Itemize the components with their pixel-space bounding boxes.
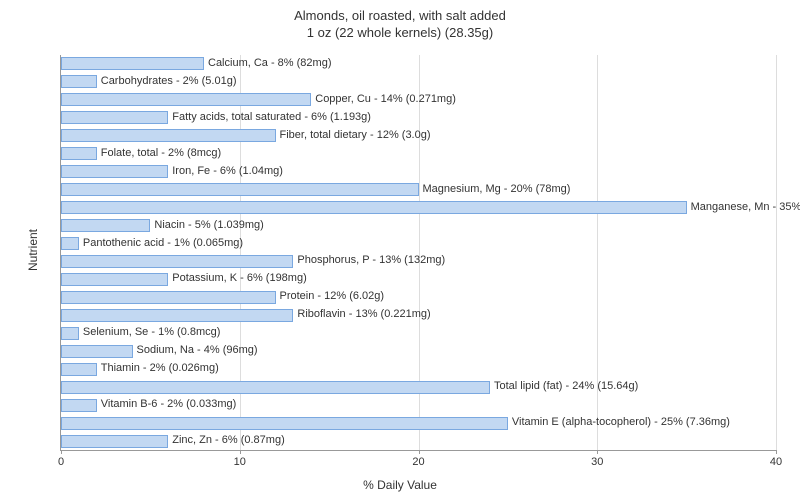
nutrient-bar — [61, 129, 276, 142]
bar-row: Carbohydrates - 2% (5.01g) — [61, 73, 776, 91]
bar-row: Fatty acids, total saturated - 6% (1.193… — [61, 109, 776, 127]
bar-row: Zinc, Zn - 6% (0.87mg) — [61, 432, 776, 450]
bar-row: Niacin - 5% (1.039mg) — [61, 217, 776, 235]
bar-row: Vitamin B-6 - 2% (0.033mg) — [61, 396, 776, 414]
nutrient-bar — [61, 201, 687, 214]
bar-row: Sodium, Na - 4% (96mg) — [61, 342, 776, 360]
nutrient-bar-label: Sodium, Na - 4% (96mg) — [133, 344, 258, 356]
bar-row: Manganese, Mn - 35% (0.697mg) — [61, 199, 776, 217]
bar-row: Iron, Fe - 6% (1.04mg) — [61, 163, 776, 181]
nutrient-bar-label: Iron, Fe - 6% (1.04mg) — [168, 165, 283, 177]
nutrient-bar — [61, 111, 168, 124]
nutrient-bar-label: Phosphorus, P - 13% (132mg) — [293, 254, 445, 266]
nutrient-bar-label: Riboflavin - 13% (0.221mg) — [293, 308, 430, 320]
nutrient-bar — [61, 399, 97, 412]
bar-row: Riboflavin - 13% (0.221mg) — [61, 306, 776, 324]
bar-row: Total lipid (fat) - 24% (15.64g) — [61, 378, 776, 396]
nutrient-bar — [61, 219, 150, 232]
nutrient-bar-label: Total lipid (fat) - 24% (15.64g) — [490, 380, 638, 392]
nutrient-bar-label: Zinc, Zn - 6% (0.87mg) — [168, 434, 284, 446]
nutrient-bar — [61, 309, 293, 322]
nutrient-bar — [61, 165, 168, 178]
nutrient-bar — [61, 291, 276, 304]
nutrient-bar-label: Potassium, K - 6% (198mg) — [168, 272, 307, 284]
bar-row: Copper, Cu - 14% (0.271mg) — [61, 91, 776, 109]
nutrient-bar-label: Manganese, Mn - 35% (0.697mg) — [687, 201, 800, 213]
x-tick-label: 40 — [770, 456, 782, 468]
nutrient-bar-label: Folate, total - 2% (8mcg) — [97, 147, 221, 159]
bar-row: Selenium, Se - 1% (0.8mcg) — [61, 324, 776, 342]
nutrient-bar-label: Copper, Cu - 14% (0.271mg) — [311, 93, 456, 105]
x-tick-label: 20 — [412, 456, 424, 468]
nutrient-bar-label: Calcium, Ca - 8% (82mg) — [204, 57, 331, 69]
bar-row: Magnesium, Mg - 20% (78mg) — [61, 181, 776, 199]
nutrient-bar — [61, 327, 79, 340]
bar-row: Thiamin - 2% (0.026mg) — [61, 360, 776, 378]
grid-line — [776, 55, 777, 450]
bar-row: Calcium, Ca - 8% (82mg) — [61, 55, 776, 73]
plot-area: 010203040Calcium, Ca - 8% (82mg)Carbohyd… — [60, 55, 776, 451]
nutrient-bar-chart: Almonds, oil roasted, with salt added 1 … — [0, 0, 800, 500]
x-tick-label: 10 — [234, 456, 246, 468]
nutrient-bar-label: Fatty acids, total saturated - 6% (1.193… — [168, 111, 371, 123]
bar-row: Folate, total - 2% (8mcg) — [61, 145, 776, 163]
nutrient-bar — [61, 93, 311, 106]
title-line-2: 1 oz (22 whole kernels) (28.35g) — [307, 25, 493, 40]
nutrient-bar — [61, 255, 293, 268]
nutrient-bar-label: Magnesium, Mg - 20% (78mg) — [419, 183, 571, 195]
nutrient-bar — [61, 75, 97, 88]
nutrient-bar-label: Vitamin B-6 - 2% (0.033mg) — [97, 398, 237, 410]
nutrient-bar-label: Pantothenic acid - 1% (0.065mg) — [79, 237, 243, 249]
x-tick-label: 0 — [58, 456, 64, 468]
bar-row: Fiber, total dietary - 12% (3.0g) — [61, 127, 776, 145]
nutrient-bar-label: Thiamin - 2% (0.026mg) — [97, 362, 219, 374]
bar-row: Pantothenic acid - 1% (0.065mg) — [61, 235, 776, 253]
x-axis-label: % Daily Value — [0, 478, 800, 492]
bar-row: Protein - 12% (6.02g) — [61, 288, 776, 306]
nutrient-bar — [61, 57, 204, 70]
chart-title: Almonds, oil roasted, with salt added 1 … — [0, 8, 800, 42]
nutrient-bar — [61, 147, 97, 160]
nutrient-bar — [61, 381, 490, 394]
nutrient-bar — [61, 363, 97, 376]
nutrient-bar — [61, 237, 79, 250]
nutrient-bar-label: Carbohydrates - 2% (5.01g) — [97, 75, 237, 87]
x-tick-mark — [61, 450, 62, 454]
nutrient-bar — [61, 183, 419, 196]
bar-row: Phosphorus, P - 13% (132mg) — [61, 253, 776, 271]
nutrient-bar-label: Vitamin E (alpha-tocopherol) - 25% (7.36… — [508, 416, 730, 428]
bar-row: Potassium, K - 6% (198mg) — [61, 270, 776, 288]
x-tick-mark — [776, 450, 777, 454]
nutrient-bar — [61, 345, 133, 358]
nutrient-bar — [61, 417, 508, 430]
title-line-1: Almonds, oil roasted, with salt added — [294, 8, 506, 23]
nutrient-bar-label: Selenium, Se - 1% (0.8mcg) — [79, 326, 221, 338]
nutrient-bar — [61, 273, 168, 286]
y-axis-label: Nutrient — [26, 229, 40, 271]
x-tick-label: 30 — [591, 456, 603, 468]
nutrient-bar — [61, 435, 168, 448]
nutrient-bar-label: Protein - 12% (6.02g) — [276, 290, 385, 302]
nutrient-bar-label: Niacin - 5% (1.039mg) — [150, 219, 263, 231]
x-tick-mark — [240, 450, 241, 454]
x-tick-mark — [419, 450, 420, 454]
nutrient-bar-label: Fiber, total dietary - 12% (3.0g) — [276, 129, 431, 141]
x-tick-mark — [597, 450, 598, 454]
bar-row: Vitamin E (alpha-tocopherol) - 25% (7.36… — [61, 414, 776, 432]
